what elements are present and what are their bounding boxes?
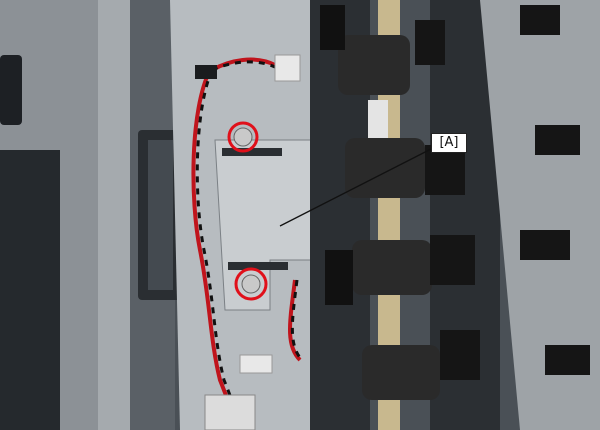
bracket-slot-upper [222,148,282,156]
bottom-connector [239,354,273,374]
cable-black [195,69,246,430]
shaft-bushing [368,100,388,140]
clip-far-3 [520,230,570,260]
callout-label-a: [A] [431,133,467,153]
top-connector [274,54,301,82]
cable-clip-top [195,65,217,79]
left-frame-slot [0,55,22,125]
clip-left-2 [325,250,353,305]
clip-right-1 [415,20,445,65]
clip-right-4 [440,330,480,380]
roller-3 [352,240,432,295]
lower-screw-highlight [234,267,268,301]
clip-far-1 [520,5,560,35]
clip-far-4 [545,345,590,375]
clip-right-3 [430,235,475,285]
connector-inner [148,140,173,290]
clip-left-1 [320,5,345,50]
upper-screw [233,127,253,147]
cable-right-black [290,279,304,362]
left-frame-opening [0,150,60,430]
lower-screw [241,274,261,294]
roller-1 [338,35,410,95]
clip-far-2 [535,125,580,155]
clip-right-2 [425,145,465,195]
roller-4 [362,345,440,400]
cable-clip-bottom [204,394,256,430]
roller-2 [345,138,425,198]
cable-top-black [211,60,276,72]
callout-leader-line [279,146,436,227]
upper-screw-highlight [227,121,259,153]
bracket-slot-lower [228,262,288,270]
right-frame [480,0,600,430]
cable-right-red [288,279,302,362]
left-rib [98,0,130,430]
